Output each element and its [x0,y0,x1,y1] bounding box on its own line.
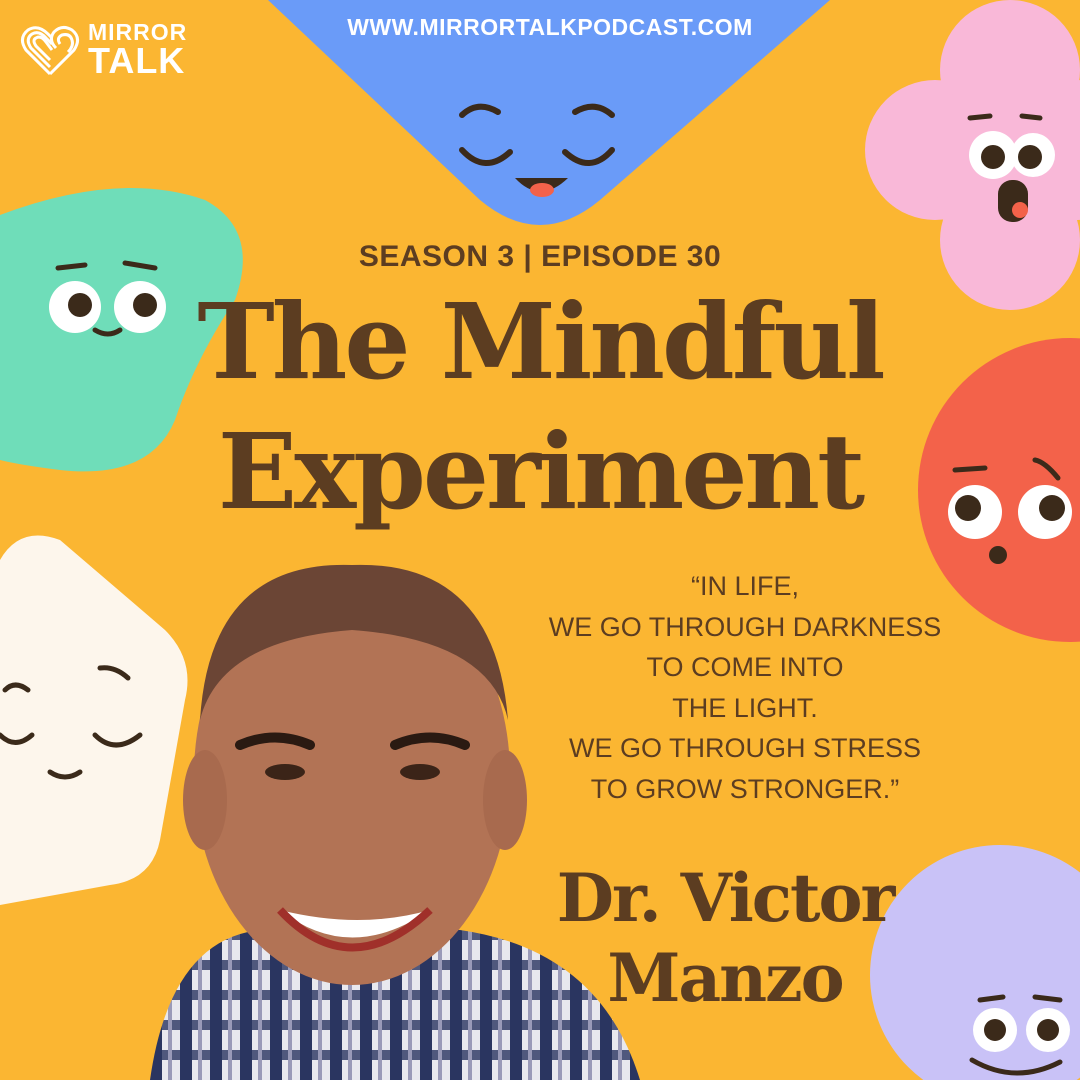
quote-line: “IN LIFE, [690,571,799,601]
guest-photo [150,564,640,1080]
lavender-face-character [870,845,1080,1080]
quote-line: WE GO THROUGH STRESS [568,733,922,763]
teal-face-character [0,188,243,472]
guest-name-line-1: Dr. Victor [556,859,896,937]
quote: “IN LIFE, WE GO THROUGH DARKNESS TO COME… [500,566,990,809]
guest-name-line-2: Manzo [607,939,844,1017]
logo-line-1: MIRROR [88,19,188,45]
blue-face-character [268,0,830,225]
quote-line: WE GO THROUGH DARKNESS [548,611,942,642]
logo-line-2: TALK [88,39,186,81]
website-url: WWW.MIRRORTALKPODCAST.COM [347,14,753,40]
mirror-talk-logo: MIRROR TALK [20,19,188,81]
episode-label: SEASON 3 | EPISODE 30 [358,240,722,273]
cream-face-character [0,535,188,905]
title-line-2: Experiment [217,410,865,533]
quote-line: THE LIGHT. [672,692,818,723]
quote-line: TO GROW STRONGER.” [590,773,900,804]
red-face-character [918,338,1080,642]
heart-lines-icon [21,25,79,76]
title-line-1: The Mindful [197,280,885,403]
quote-line: TO COME INTO [646,652,844,682]
